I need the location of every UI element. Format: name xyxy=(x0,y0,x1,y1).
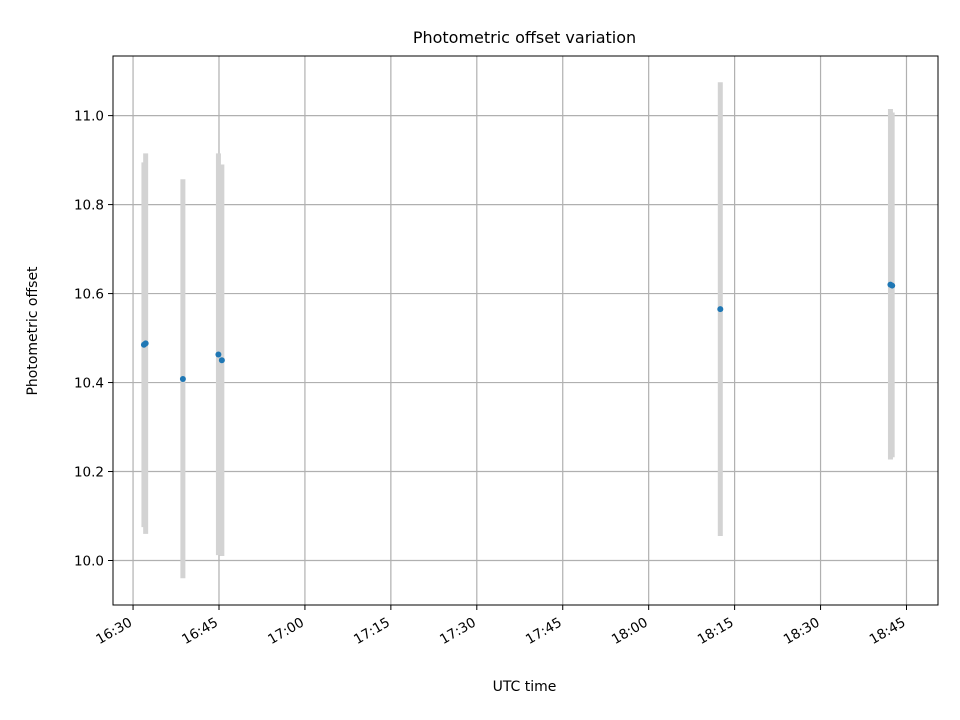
data-point xyxy=(889,282,896,289)
data-point xyxy=(717,306,724,313)
y-tick-label: 10.2 xyxy=(74,465,104,481)
data-point xyxy=(179,375,186,382)
y-tick-label: 11.0 xyxy=(74,109,104,125)
y-tick-label: 10.6 xyxy=(74,287,104,303)
y-tick-label: 10.4 xyxy=(74,376,104,392)
data-points xyxy=(140,281,896,382)
data-point xyxy=(142,340,149,347)
plot-frame xyxy=(112,55,939,606)
grid xyxy=(113,56,938,605)
y-axis: 10.0 10.2 10.4 10.6 10.8 11.0 xyxy=(74,109,113,570)
x-axis-label: UTC time xyxy=(493,679,557,695)
data-point xyxy=(215,351,222,358)
y-tick-label: 10.8 xyxy=(74,198,104,214)
y-tick-label: 10.0 xyxy=(74,554,104,570)
chart-title: Photometric offset variation xyxy=(413,28,636,47)
y-axis-label: Photometric offset xyxy=(25,266,41,396)
data-point xyxy=(218,357,225,364)
